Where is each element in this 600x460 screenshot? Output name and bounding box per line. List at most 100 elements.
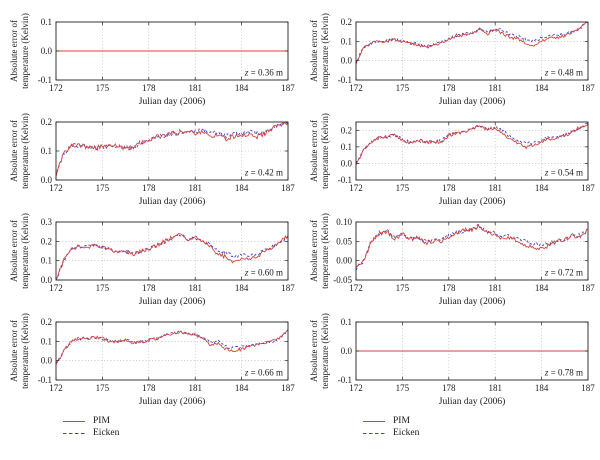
subplot-z-0-60m: 172 175 178 181 184 187 0.0 0.1 0.2 0.3 Julian day… bbox=[0, 210, 300, 310]
pim-line-sample bbox=[363, 420, 385, 423]
subplot-canvas: 172 175 178 181 184 187 0.0 0.1 0.2 0.3 Julian day… bbox=[9, 213, 295, 307]
pim-line bbox=[56, 329, 288, 365]
y-tick-label: 0.1 bbox=[41, 146, 52, 156]
x-tick-label: 172 bbox=[49, 383, 63, 393]
x-tick-label: 181 bbox=[188, 283, 202, 293]
x-tick-label: 178 bbox=[442, 383, 456, 393]
x-tick-label: 187 bbox=[581, 383, 595, 393]
y-axis-label: temperature (Kelvin) bbox=[20, 313, 30, 389]
x-tick-label: 184 bbox=[535, 383, 549, 393]
subplot-canvas: 172 175 178 181 184 187 0.0 0.1 0.2 Julian day (2… bbox=[9, 113, 295, 207]
y-tick-label: 0.1 bbox=[41, 336, 52, 346]
legend-row: PIM Eicken PIM Eicken bbox=[0, 416, 600, 439]
y-axis-label: Absolute error of bbox=[309, 320, 319, 382]
y-axis-label: temperature (Kelvin) bbox=[20, 13, 30, 89]
eicken-line bbox=[56, 329, 288, 364]
x-tick-label: 187 bbox=[281, 83, 295, 93]
y-axis-label: temperature (Kelvin) bbox=[20, 113, 30, 189]
x-tick-label: 172 bbox=[49, 183, 63, 193]
x-axis-label: Julian day (2006) bbox=[439, 96, 506, 107]
subplot-z-0-54m: 172 175 178 181 184 187 -0.1 0.0 0.1 0.2 Julian da… bbox=[300, 110, 600, 210]
y-axis-label: Absolute error of bbox=[9, 220, 19, 282]
x-tick-label: 172 bbox=[349, 83, 363, 93]
y-tick-label: -0.1 bbox=[38, 375, 52, 385]
plot-box bbox=[355, 121, 589, 181]
y-tick-label: 0.1 bbox=[341, 142, 352, 152]
x-tick-label: 172 bbox=[49, 83, 63, 93]
subplot-canvas: 172 175 178 181 184 187 -0.1 0.0 0.1 0.2 Julian da… bbox=[309, 13, 595, 107]
depth-annotation: z = 0.78 m bbox=[544, 368, 583, 378]
pim-line bbox=[356, 22, 588, 63]
legend-right: PIM Eicken bbox=[300, 416, 600, 439]
depth-annotation: z = 0.36 m bbox=[244, 68, 283, 78]
y-tick-label: 0.2 bbox=[41, 317, 52, 327]
x-tick-label: 172 bbox=[349, 383, 363, 393]
x-tick-label: 187 bbox=[281, 183, 295, 193]
x-tick-label: 187 bbox=[281, 383, 295, 393]
y-tick-label: 0.0 bbox=[41, 46, 53, 56]
depth-annotation: z = 0.42 m bbox=[244, 168, 283, 178]
y-tick-label: 0.2 bbox=[341, 125, 352, 135]
x-axis-label: Julian day (2006) bbox=[439, 196, 506, 207]
y-tick-label: 0.0 bbox=[341, 158, 353, 168]
eicken-line bbox=[56, 233, 288, 280]
x-tick-label: 175 bbox=[96, 383, 110, 393]
y-tick-label: 0.2 bbox=[41, 117, 52, 127]
x-tick-label: 178 bbox=[442, 183, 456, 193]
x-tick-label: 181 bbox=[488, 383, 502, 393]
plot-box bbox=[355, 21, 589, 81]
x-tick-label: 175 bbox=[96, 283, 110, 293]
y-tick-label: 0.3 bbox=[41, 217, 53, 227]
y-tick-label: -0.1 bbox=[338, 175, 352, 185]
x-tick-label: 181 bbox=[188, 383, 202, 393]
legend-label-pim: PIM bbox=[393, 416, 410, 426]
subplot-z-0-36m: 172 175 178 181 184 187 -0.1 0.0 0.1 Julian day (… bbox=[0, 10, 300, 110]
x-axis-label: Julian day (2006) bbox=[139, 196, 206, 207]
plot-box bbox=[355, 221, 589, 281]
x-axis-label: Julian day (2006) bbox=[139, 96, 206, 107]
y-axis-label: Absolute error of bbox=[309, 220, 319, 282]
y-tick-label: 0.0 bbox=[41, 175, 53, 185]
x-tick-label: 178 bbox=[142, 183, 156, 193]
y-axis-label: Absolute error of bbox=[309, 120, 319, 182]
legend-label-eicken: Eicken bbox=[93, 428, 120, 438]
legend-label-pim: PIM bbox=[93, 416, 110, 426]
x-tick-label: 187 bbox=[581, 83, 595, 93]
x-tick-label: 184 bbox=[235, 83, 249, 93]
y-tick-label: 0.0 bbox=[41, 356, 53, 366]
x-tick-label: 172 bbox=[349, 283, 363, 293]
x-tick-label: 178 bbox=[442, 283, 456, 293]
legend-label-eicken: Eicken bbox=[393, 428, 420, 438]
x-tick-label: 184 bbox=[535, 83, 549, 93]
legend-item-pim: PIM bbox=[62, 416, 300, 427]
x-tick-label: 175 bbox=[396, 83, 410, 93]
subplot-canvas: 172 175 178 181 184 187 -0.1 0.0 0.1 0.2 Julian da… bbox=[309, 113, 595, 207]
legend-item-eicken: Eicken bbox=[362, 428, 600, 439]
depth-annotation: z = 0.60 m bbox=[244, 268, 283, 278]
eicken-line-sample bbox=[363, 432, 385, 435]
x-tick-label: 187 bbox=[581, 183, 595, 193]
subplot-canvas: 172 175 178 181 184 187 -0.05 0.00 0.05 0.10 Julia… bbox=[309, 213, 595, 307]
subplot-z-0-66m: 172 175 178 181 184 187 -0.1 0.0 0.1 0.2 Julian da… bbox=[0, 310, 300, 410]
x-tick-label: 181 bbox=[488, 83, 502, 93]
legend-item-pim: PIM bbox=[362, 416, 600, 427]
y-tick-label: 0.05 bbox=[336, 236, 352, 246]
pim-line bbox=[56, 233, 288, 280]
y-tick-label: -0.1 bbox=[338, 75, 352, 85]
y-axis-label: Absolute error of bbox=[9, 120, 19, 182]
pim-line bbox=[356, 123, 588, 166]
x-tick-label: 184 bbox=[235, 283, 249, 293]
x-tick-label: 175 bbox=[396, 383, 410, 393]
y-tick-label: -0.1 bbox=[338, 375, 352, 385]
y-tick-label: 0.00 bbox=[336, 256, 352, 266]
y-tick-label: -0.05 bbox=[333, 275, 352, 285]
depth-annotation: z = 0.48 m bbox=[544, 68, 583, 78]
x-tick-label: 187 bbox=[581, 283, 595, 293]
y-tick-label: 0.1 bbox=[341, 317, 352, 327]
x-tick-label: 184 bbox=[235, 183, 249, 193]
subplot-canvas: 172 175 178 181 184 187 -0.1 0.0 0.1 0.2 Julian da… bbox=[9, 313, 295, 407]
subplot-z-0-42m: 172 175 178 181 184 187 0.0 0.1 0.2 Julian day (2… bbox=[0, 110, 300, 210]
x-tick-label: 181 bbox=[488, 283, 502, 293]
eicken-line bbox=[356, 224, 588, 271]
y-axis-label: temperature (Kelvin) bbox=[320, 113, 330, 189]
